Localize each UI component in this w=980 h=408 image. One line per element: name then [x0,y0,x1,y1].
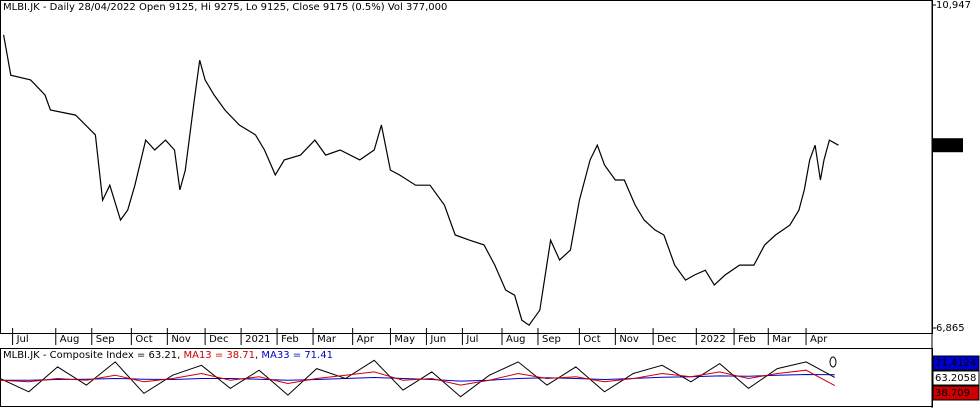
value-label-box [932,355,980,371]
x-tick-label: Nov [171,334,191,345]
legend-bg [1,349,331,361]
indicator-line [0,359,836,398]
indicator-legend-text: MLBI.JK - Composite Index = 63.21, MA13 … [3,350,333,361]
x-tick-label: Mar [772,334,792,345]
indicator-title: MLBI.JK - Composite Index = 63.21 [3,350,177,361]
x-tick-label: Sep [96,334,115,345]
x-tick-label: Oct [135,334,152,345]
title-bg [1,1,391,13]
chart-title: MLBI.JK - Daily 28/04/2022 Open 9125, Hi… [3,2,447,13]
y-tick-label: 6,865 [936,323,965,334]
price-line [3,34,839,327]
y-tick-label: 10,947 [936,0,971,11]
price-pane [0,0,933,334]
value-label-box [932,385,980,401]
value-label: 38.709 [935,388,970,399]
value-label-box [932,370,980,386]
legend-separator: , [177,350,183,361]
x-tick-label: Apr [357,334,375,345]
x-tick-label: Aug [60,334,80,345]
x-tick-label: Dec [209,334,228,345]
legend-entry: MA33 = 71.41 [261,350,333,361]
marker-symbol [829,356,837,368]
x-tick-label: 2021 [245,334,270,345]
last-value-box [933,138,963,153]
x-tick-label: Dec [657,334,676,345]
legend-separator: , [255,350,261,361]
x-tick-label: Feb [738,334,756,345]
value-label: 63.2058 [935,373,976,384]
value-label: 71.4124 [935,358,976,369]
indicator-line [0,369,836,387]
x-tick-label: Apr [810,334,828,345]
x-tick-label: 2022 [700,334,725,345]
x-tick-label: Jun [429,334,446,345]
x-tick-label: Sep [542,334,561,345]
x-tick-label: Feb [281,334,299,345]
indicator-legend: MLBI.JK - Composite Index = 63.21, MA13 … [1,349,333,361]
last-value-label: 9,175 [935,140,964,151]
x-tick-label: Mar [317,334,337,345]
legend-entry: MA13 = 38.71 [183,350,255,361]
x-tick-label: Oct [583,334,600,345]
x-tick-label: May [394,334,415,345]
x-tick-label: Nov [619,334,639,345]
x-tick-label: Jul [465,334,478,345]
x-tick-label: Aug [506,334,526,345]
x-tick-label: Jul [16,334,29,345]
